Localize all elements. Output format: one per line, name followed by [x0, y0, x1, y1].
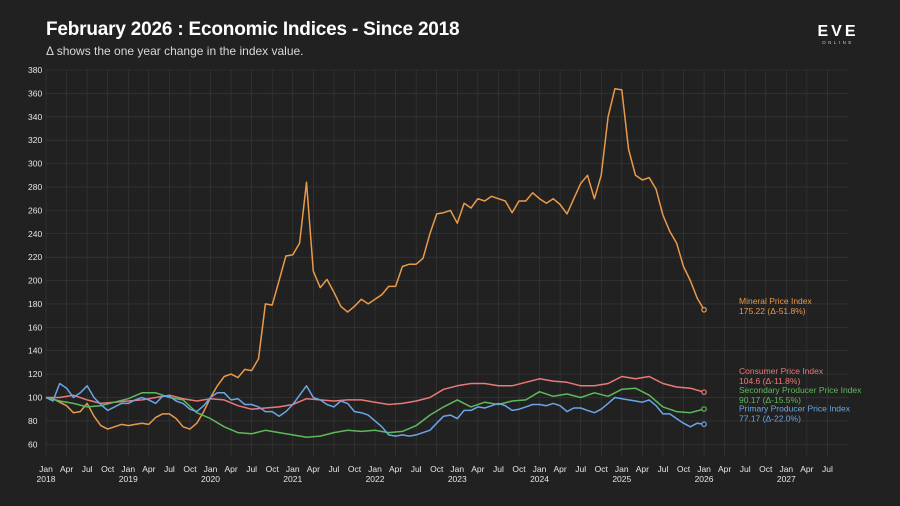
- x-tick-label: Apr: [718, 464, 731, 474]
- grid-lines: [45, 69, 848, 456]
- x-tick-label: Jul: [740, 464, 751, 474]
- x-tick-label: Apr: [142, 464, 155, 474]
- x-tick-label: Oct: [677, 464, 691, 474]
- y-tick-label: 260: [28, 205, 42, 215]
- x-tick-label: Jan: [204, 464, 218, 474]
- y-tick-label: 340: [28, 112, 42, 122]
- x-tick-year-label: 2021: [283, 474, 302, 484]
- chart-header: February 2026 : Economic Indices - Since…: [46, 18, 460, 58]
- x-tick-label: Jan: [286, 464, 300, 474]
- y-tick-label: 120: [28, 369, 42, 379]
- x-tick-label: Jul: [822, 464, 833, 474]
- y-tick-label: 380: [28, 65, 42, 75]
- x-tick-label: Jul: [246, 464, 257, 474]
- x-tick-label: Apr: [307, 464, 320, 474]
- secondary-producer-price-index-value-label: 90.17 (Δ-15.5%): [739, 395, 801, 405]
- x-tick-label: Apr: [800, 464, 813, 474]
- x-tick-label: Jul: [657, 464, 668, 474]
- consumer-price-index-value-label: 104.6 (Δ-11.8%): [739, 376, 800, 386]
- x-tick-year-label: 2023: [448, 474, 467, 484]
- primary-producer-price-index-label: Primary Producer Price Index: [739, 404, 851, 414]
- primary-producer-price-index-line: [45, 382, 705, 437]
- x-tick-label: Apr: [636, 464, 649, 474]
- x-tick-label: Jan: [368, 464, 382, 474]
- y-tick-label: 140: [28, 346, 42, 356]
- y-tick-label: 100: [28, 393, 42, 403]
- y-tick-label: 180: [28, 299, 42, 309]
- x-tick-label: Jan: [615, 464, 629, 474]
- x-tick-label: Oct: [266, 464, 280, 474]
- x-tick-year-label: 2027: [777, 474, 796, 484]
- x-tick-year-label: 2026: [695, 474, 714, 484]
- x-tick-label: Apr: [224, 464, 237, 474]
- x-tick-label: Jan: [121, 464, 135, 474]
- y-tick-label: 160: [28, 322, 42, 332]
- secondary-producer-price-index-label: Secondary Producer Price Index: [739, 385, 862, 395]
- x-tick-year-label: 2022: [366, 474, 385, 484]
- x-tick-label: Jan: [450, 464, 464, 474]
- x-tick-label: Jan: [779, 464, 793, 474]
- chart-title: February 2026 : Economic Indices - Since…: [46, 19, 460, 40]
- primary-producer-price-index-value-label: 77.17 (Δ-22.0%): [739, 414, 801, 424]
- eve-online-logo: EVE ONLINE: [817, 23, 858, 45]
- x-tick-label: Oct: [183, 464, 197, 474]
- x-tick-label: Jan: [697, 464, 711, 474]
- x-tick-label: Jan: [533, 464, 547, 474]
- y-tick-label: 300: [28, 159, 42, 169]
- x-tick-label: Jul: [493, 464, 504, 474]
- mineral-price-index-label: Mineral Price Index: [739, 296, 813, 306]
- chart-subtitle: Δ shows the one year change in the index…: [46, 44, 304, 58]
- x-tick-year-label: 2019: [119, 474, 138, 484]
- mineral-price-index-value-label: 175.22 (Δ-51.8%): [739, 306, 806, 316]
- x-tick-year-label: 2020: [201, 474, 220, 484]
- x-tick-year-label: 2025: [612, 474, 631, 484]
- x-tick-label: Oct: [512, 464, 526, 474]
- eve-logo-subtext: ONLINE: [822, 40, 854, 45]
- mineral-price-index-line: [45, 87, 705, 430]
- x-tick-label: Oct: [595, 464, 609, 474]
- x-tick-label: Oct: [759, 464, 773, 474]
- y-tick-label: 200: [28, 276, 42, 286]
- consumer-price-index-label: Consumer Price Index: [739, 366, 824, 376]
- secondary-producer-price-index-line: [45, 387, 705, 439]
- x-tick-year-label: 2018: [37, 474, 56, 484]
- x-tick-label: Jul: [411, 464, 422, 474]
- x-tick-label: Jan: [39, 464, 53, 474]
- x-tick-label: Apr: [389, 464, 402, 474]
- x-tick-label: Apr: [471, 464, 484, 474]
- x-tick-label: Jul: [328, 464, 339, 474]
- y-tick-label: 80: [28, 416, 38, 426]
- y-axis: 60 80 100 120 140 160 180 200 220 240 260 280 300 320…: [28, 65, 42, 449]
- y-tick-label: 320: [28, 135, 42, 145]
- x-tick-label: Jul: [82, 464, 93, 474]
- y-tick-label: 220: [28, 252, 42, 262]
- series-lines: [45, 87, 707, 439]
- consumer-price-index-line: [46, 375, 705, 410]
- y-tick-label: 360: [28, 88, 42, 98]
- x-tick-label: Apr: [60, 464, 73, 474]
- x-tick-label: Jul: [164, 464, 175, 474]
- x-tick-label: Oct: [348, 464, 362, 474]
- x-tick-label: Oct: [430, 464, 444, 474]
- y-tick-label: 240: [28, 229, 42, 239]
- y-tick-label: 60: [28, 439, 38, 449]
- x-tick-year-label: 2024: [530, 474, 549, 484]
- x-tick-label: Apr: [553, 464, 566, 474]
- primary-producer-price-index-endpoint: [701, 421, 707, 428]
- y-tick-label: 280: [28, 182, 42, 192]
- eve-logo-text: EVE: [817, 23, 858, 40]
- mineral-price-index-endpoint: [701, 306, 707, 313]
- x-tick-label: Jul: [575, 464, 586, 474]
- x-tick-label: Oct: [101, 464, 115, 474]
- secondary-producer-price-index-endpoint: [701, 406, 707, 412]
- consumer-price-index-endpoint: [701, 389, 707, 395]
